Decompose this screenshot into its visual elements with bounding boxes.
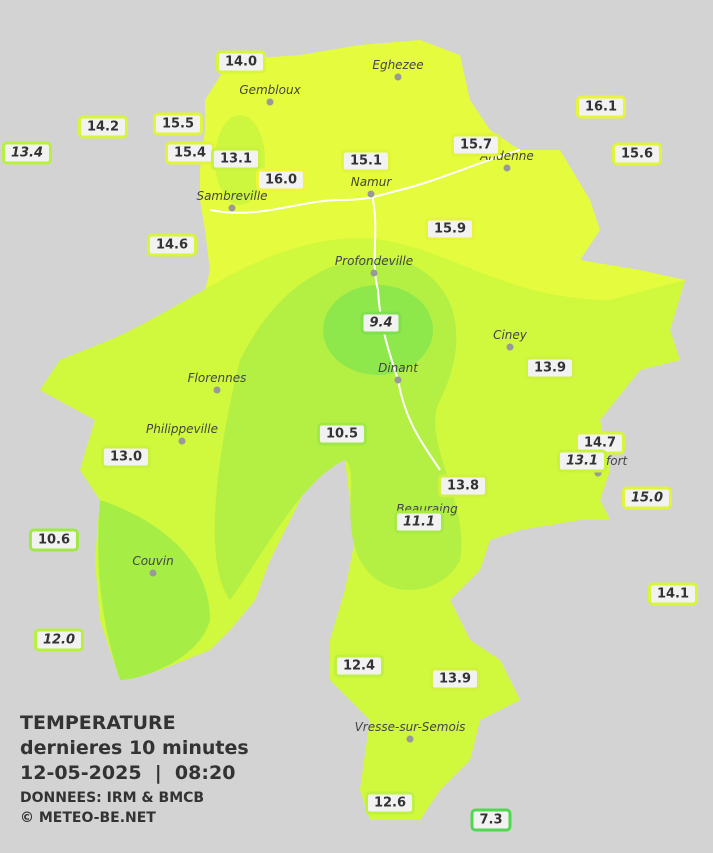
- station-value: 14.0: [215, 50, 267, 74]
- station-value: 7.3: [470, 808, 512, 832]
- station-value: 13.1: [556, 449, 608, 473]
- station-value: 14.1: [647, 582, 699, 606]
- city-label: Florennes: [187, 371, 247, 385]
- city-dot: [394, 376, 402, 384]
- station-value: 15.7: [450, 133, 502, 157]
- station-value: 15.5: [152, 112, 204, 136]
- city-dot: [367, 190, 375, 198]
- station-value: 15.9: [424, 217, 476, 241]
- city-label: Philippeville: [146, 422, 218, 436]
- station-value: 12.4: [333, 654, 385, 678]
- legend-text: DONNEES: IRM & BMCB: [20, 790, 205, 806]
- city-dot: [149, 569, 157, 577]
- zone-10: [98, 500, 210, 680]
- station-value: 14.2: [77, 115, 129, 139]
- station-value: 9.4: [360, 311, 402, 335]
- city-dot: [406, 735, 414, 743]
- city-dot: [394, 73, 402, 81]
- station-value: 10.6: [28, 528, 80, 552]
- station-value: 13.8: [437, 474, 489, 498]
- station-value: 12.0: [33, 628, 85, 652]
- city-label: Sambreville: [196, 189, 268, 203]
- legend-text: dernieres 10 minutes: [20, 737, 249, 759]
- city-dot: [213, 386, 221, 394]
- station-value: 14.6: [146, 233, 198, 257]
- city-label: Vresse-sur-Semois: [354, 720, 466, 734]
- city-label: Profondeville: [334, 254, 414, 268]
- river-meuse: [209, 149, 521, 471]
- station-value: 15.6: [611, 142, 663, 166]
- city-label: Ciney: [493, 328, 527, 342]
- city-dot: [266, 98, 274, 106]
- station-value: 16.1: [575, 95, 627, 119]
- city-label: Gembloux: [239, 83, 301, 97]
- station-value: 15.4: [164, 141, 216, 165]
- station-value: 13.0: [100, 445, 152, 469]
- legend-text: 12-05-2025 | 08:20: [20, 762, 236, 784]
- station-value: 12.6: [364, 791, 416, 815]
- station-value: 13.1: [210, 147, 262, 171]
- city-label: Couvin: [132, 554, 174, 568]
- city-dot: [178, 437, 186, 445]
- city-label: Eghezee: [372, 58, 424, 72]
- station-value: 16.0: [255, 168, 307, 192]
- city-label: Namur: [350, 175, 392, 189]
- station-value: 13.9: [429, 667, 481, 691]
- city-dot: [503, 164, 511, 172]
- city-dot: [228, 204, 236, 212]
- station-value: 10.5: [316, 422, 368, 446]
- station-value: 15.1: [340, 149, 392, 173]
- station-value: 15.0: [621, 486, 673, 510]
- city-dot: [506, 343, 514, 351]
- legend-text: © METEO-BE.NET: [20, 810, 156, 826]
- station-value: 13.9: [524, 356, 576, 380]
- city-dot: [370, 269, 378, 277]
- station-value: 13.4: [1, 141, 53, 165]
- station-value: 11.1: [393, 510, 445, 534]
- legend-text: TEMPERATURE: [20, 712, 176, 734]
- city-label: Dinant: [378, 361, 418, 375]
